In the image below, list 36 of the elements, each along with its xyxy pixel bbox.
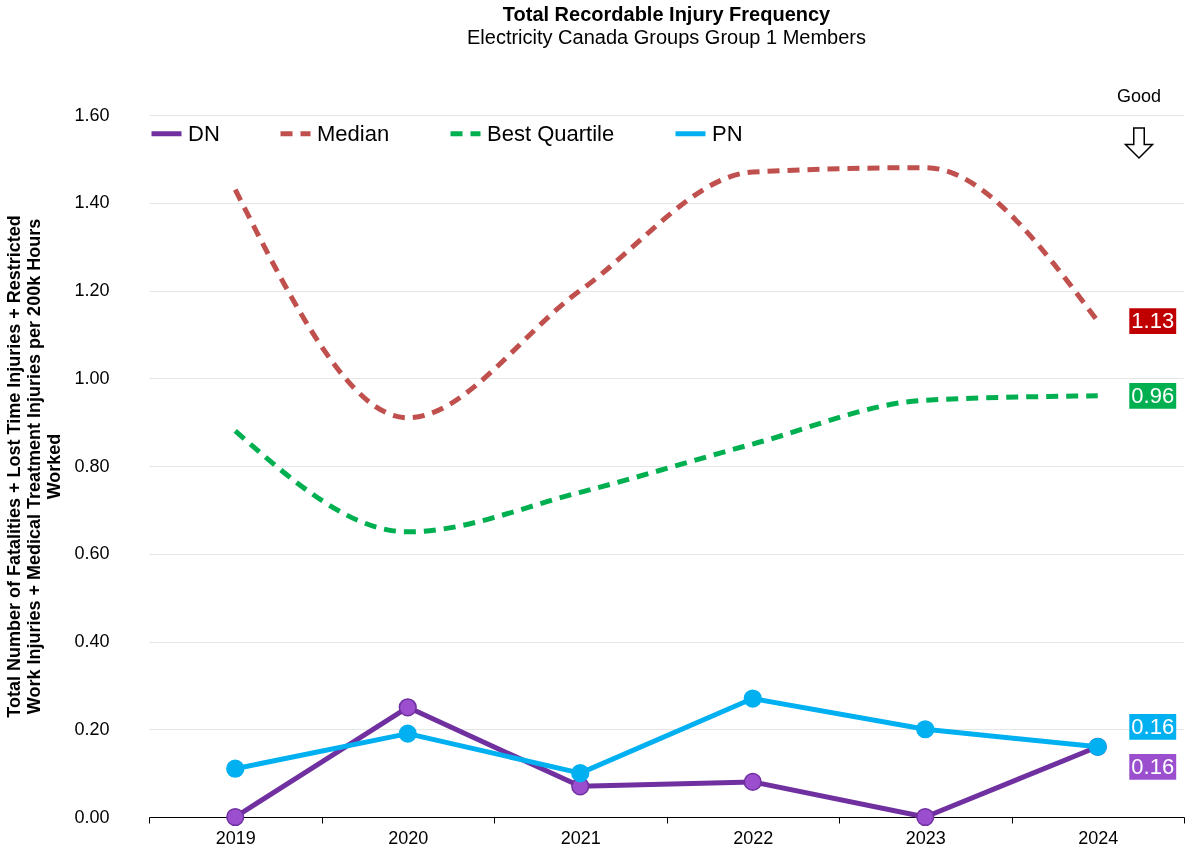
point	[916, 807, 935, 827]
x-tick-label: 2020	[388, 827, 429, 848]
data-label: 0.96	[1131, 382, 1175, 408]
chart-subtitle: Electricity Canada Groups Group 1 Members	[466, 26, 867, 48]
y-tick-label: 1.40	[74, 192, 110, 213]
legend-label: Best Quartile	[487, 120, 615, 146]
y-tick-label: 0.60	[74, 543, 110, 564]
data-label: 0.16	[1131, 753, 1175, 779]
point	[398, 698, 417, 717]
point	[743, 689, 762, 708]
y-tick-label: 0.40	[74, 631, 110, 651]
point	[226, 759, 245, 778]
y-tick-label: 1.20	[74, 280, 110, 300]
y-tick-label: 0.00	[74, 806, 110, 827]
y-tick-label: 0.80	[74, 455, 110, 476]
point	[916, 720, 935, 739]
y-tick-label: 1.00	[74, 367, 110, 388]
x-tick-label: 2023	[905, 827, 946, 848]
point	[571, 764, 590, 783]
x-tick-label: 2022	[733, 827, 774, 848]
legend-label: Median	[317, 120, 390, 146]
point	[398, 724, 417, 743]
point	[743, 772, 762, 791]
text: Good	[1116, 86, 1162, 106]
data-label: 0.16	[1131, 713, 1175, 739]
y-tick-label: 1.60	[74, 104, 110, 125]
y-axis-title: Total Number of Fatalities + Lost Time Injuries + Restricted Work Injuries + Medical Treatment Injuries per 200k Hours Worked	[4, 215, 65, 718]
data-label: 1.13	[1131, 308, 1175, 334]
x-tick-label: 2021	[560, 827, 601, 848]
x-tick-label: 2024	[1078, 827, 1119, 848]
legend-label: PN	[712, 120, 743, 146]
y-tick-label: 0.20	[74, 718, 110, 739]
x-tick-label: 2019	[215, 827, 256, 848]
legend-label: DN	[188, 120, 220, 146]
chart-title: Total Recordable Injury Frequency	[502, 3, 832, 25]
point	[226, 807, 245, 827]
